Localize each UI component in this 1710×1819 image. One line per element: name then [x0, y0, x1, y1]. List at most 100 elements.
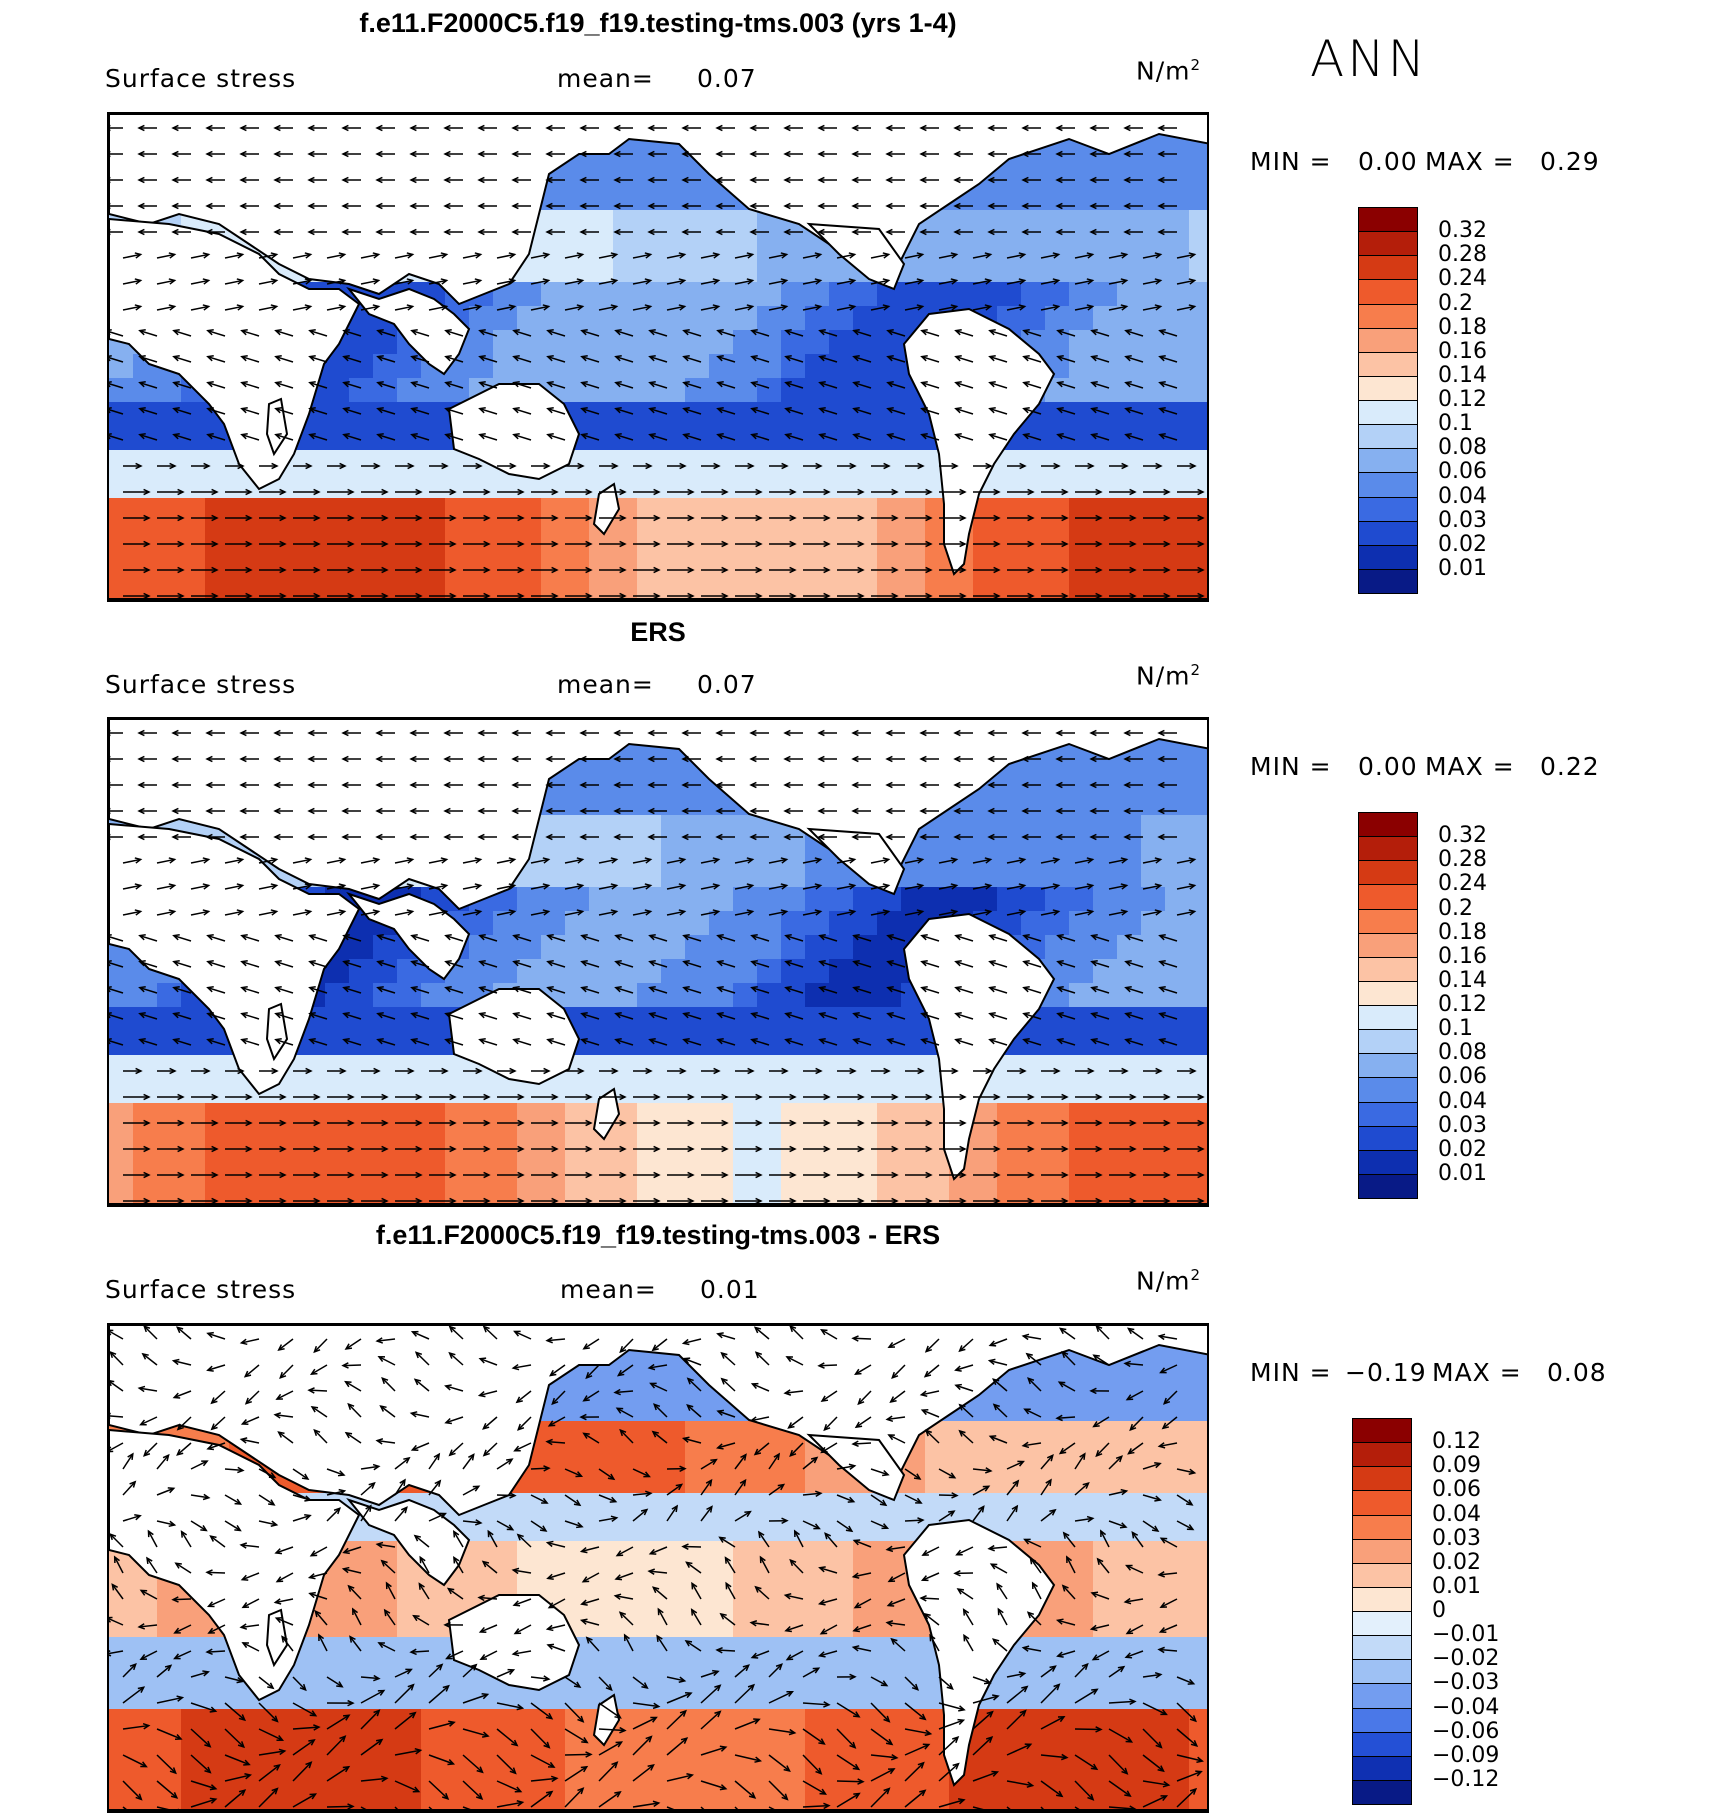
wind-vector-head — [886, 407, 894, 414]
field-cell — [685, 887, 710, 912]
field-cell — [997, 546, 1022, 571]
colorbar-tick-label: 0.16 — [1438, 338, 1487, 364]
wind-vector — [700, 279, 719, 285]
panel-model-colorbar: 0.32 0.28 0.24 0.2 0.18 0.16 0.14 0.12 0.1 0.08 0.… — [1358, 207, 1558, 594]
colorbar-tick-label: 0.1 — [1438, 411, 1473, 437]
wind-vector-head — [410, 407, 418, 414]
field-cell — [181, 1055, 206, 1080]
wind-vector-head — [177, 540, 185, 548]
wind-vector — [853, 1038, 872, 1046]
field-cell — [1021, 1031, 1046, 1056]
wind-vector-head — [1052, 252, 1061, 259]
wind-vector — [887, 407, 906, 415]
field-cell — [805, 282, 830, 307]
field-cell — [1069, 1007, 1094, 1032]
wind-vector-head — [449, 566, 457, 574]
wind-vector — [768, 279, 787, 285]
wind-vector-head — [987, 176, 995, 184]
wind-vector-head — [205, 729, 213, 737]
wind-vector-head — [857, 1145, 865, 1153]
wind-vector — [598, 305, 617, 311]
wind-vector-head — [614, 1012, 622, 1019]
wind-vector-head — [1129, 566, 1137, 574]
field-cell — [805, 1031, 830, 1056]
wind-vector — [1074, 858, 1093, 864]
field-cell — [781, 546, 806, 571]
wind-vector-head — [347, 566, 355, 574]
field-cell — [613, 378, 638, 403]
wind-vector — [394, 253, 413, 259]
wind-vector-head — [580, 1012, 588, 1019]
wind-vector-head — [920, 381, 928, 388]
wind-vector-head — [313, 1145, 321, 1153]
field-cell — [973, 1175, 998, 1200]
field-cell — [901, 402, 926, 427]
field-cell — [589, 983, 614, 1008]
wind-vector-head — [919, 729, 927, 737]
wind-vector-head — [134, 278, 143, 285]
wind-vector — [870, 305, 889, 311]
wind-vector-head — [273, 176, 281, 184]
wind-vector-head — [304, 909, 313, 916]
wind-vector-head — [545, 150, 553, 158]
wind-vector-head — [783, 228, 791, 236]
field-cell — [181, 1175, 206, 1200]
field-cell — [1165, 1199, 1190, 1205]
field-cell — [133, 1079, 158, 1104]
wind-vector-head — [783, 781, 791, 789]
field-cell — [1069, 767, 1094, 792]
wind-vector-head — [1089, 729, 1097, 737]
field-cell — [997, 1493, 1022, 1518]
wind-vector-head — [891, 1171, 899, 1179]
wind-vector — [343, 355, 362, 363]
wind-vector-head — [916, 883, 925, 890]
wind-vector — [547, 355, 566, 363]
wind-vector-head — [959, 592, 967, 600]
wind-vector-head — [579, 150, 587, 158]
wind-vector — [190, 253, 209, 259]
wind-vector-head — [648, 986, 656, 993]
field-cell — [277, 570, 302, 595]
wind-vector-head — [823, 1145, 831, 1153]
field-cell — [1141, 138, 1166, 163]
wind-vector-head — [1197, 1171, 1205, 1179]
wind-vector — [343, 986, 362, 994]
wind-vector-head — [818, 407, 826, 414]
wind-vector-head — [1158, 1012, 1166, 1019]
field-cell — [925, 570, 950, 595]
wind-vector-head — [784, 355, 792, 362]
wind-vector-head — [273, 807, 281, 815]
wind-vector-head — [959, 1197, 967, 1205]
wind-vector-head — [823, 488, 831, 496]
wind-vector-head — [954, 355, 962, 362]
wind-vector-head — [172, 934, 180, 941]
wind-vector-head — [818, 934, 826, 941]
wind-vector-head — [483, 592, 491, 600]
wind-vector-head — [211, 540, 219, 548]
wind-vector — [309, 329, 328, 337]
wind-vector-head — [143, 514, 151, 522]
wind-vector — [109, 408, 124, 415]
wind-vector — [1057, 381, 1076, 389]
field-cell — [661, 1103, 686, 1128]
wind-vector-head — [715, 729, 723, 737]
wind-vector-head — [682, 329, 690, 336]
wind-vector — [241, 407, 260, 415]
field-cell — [1093, 474, 1118, 499]
field-cell — [157, 1103, 182, 1128]
field-cell — [757, 522, 782, 547]
wind-vector-head — [851, 729, 859, 737]
wind-vector — [207, 934, 226, 942]
wind-vector-head — [477, 150, 485, 158]
wind-vector-head — [1022, 1012, 1030, 1019]
field-cell — [589, 1007, 614, 1032]
field-cell — [997, 839, 1022, 864]
wind-vector — [224, 279, 243, 285]
wind-vector-head — [747, 462, 755, 470]
wind-vector-head — [576, 252, 585, 259]
wind-vector-head — [512, 329, 520, 336]
land-outline — [902, 912, 1056, 1181]
wind-vector-head — [848, 252, 857, 259]
wind-vector-head — [313, 566, 321, 574]
field-cell — [613, 983, 638, 1008]
